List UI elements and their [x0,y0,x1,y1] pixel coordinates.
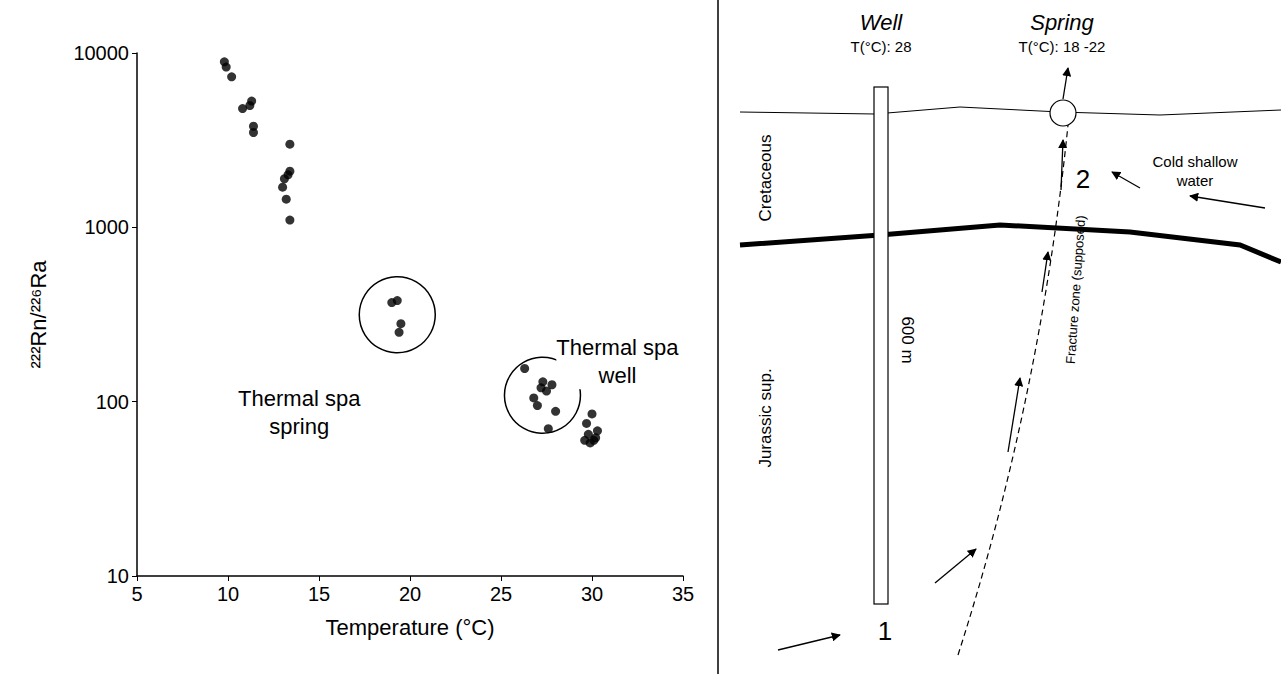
svg-text:10: 10 [217,583,239,605]
svg-text:100: 100 [96,391,129,413]
svg-text:5: 5 [131,583,142,605]
svg-text:1000: 1000 [85,216,130,238]
svg-text:Thermal spa: Thermal spa [556,335,679,360]
svg-text:spring: spring [269,414,329,439]
svg-text:Thermal spa: Thermal spa [238,386,361,411]
svg-text:10: 10 [107,565,129,587]
svg-text:Cold shallowwater: Cold shallowwater [1152,153,1237,189]
svg-text:600 m: 600 m [898,316,917,363]
svg-text:35: 35 [672,583,694,605]
svg-text:Spring: Spring [1030,10,1094,35]
svg-text:Temperature (°C): Temperature (°C) [326,615,495,640]
svg-text:30: 30 [581,583,603,605]
svg-text:2: 2 [1076,164,1090,194]
svg-text:Well: Well [860,10,903,35]
svg-text:²²²Rn/²²⁶Ra: ²²²Rn/²²⁶Ra [26,260,51,369]
svg-text:1: 1 [878,616,892,646]
svg-text:15: 15 [308,583,330,605]
svg-text:T(°C): 28: T(°C): 28 [850,38,911,55]
svg-text:Cretaceous: Cretaceous [756,135,775,222]
svg-text:20: 20 [399,583,421,605]
svg-text:25: 25 [490,583,512,605]
svg-text:well: well [598,363,637,388]
svg-text:10000: 10000 [73,42,129,64]
svg-text:T(°C): 18 -22: T(°C): 18 -22 [1019,38,1106,55]
svg-text:Jurassic sup.: Jurassic sup. [756,368,775,467]
svg-text:Fracture zone (supposed): Fracture zone (supposed) [1063,215,1088,365]
